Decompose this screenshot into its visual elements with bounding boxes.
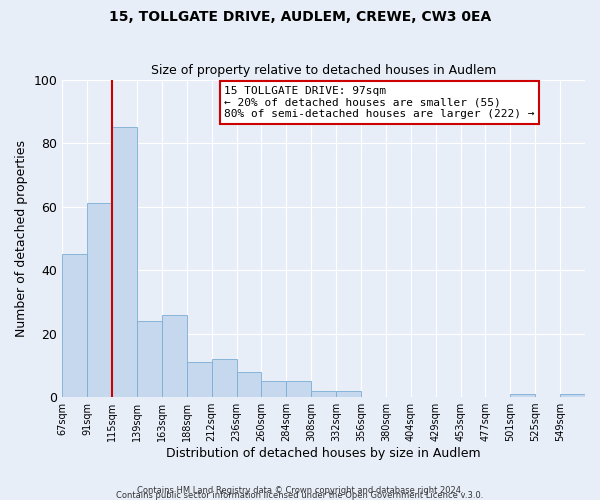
Text: Contains HM Land Registry data © Crown copyright and database right 2024.: Contains HM Land Registry data © Crown c… [137,486,463,495]
Text: 15, TOLLGATE DRIVE, AUDLEM, CREWE, CW3 0EA: 15, TOLLGATE DRIVE, AUDLEM, CREWE, CW3 0… [109,10,491,24]
Bar [137,321,162,397]
Bar [187,362,212,397]
Text: Contains public sector information licensed under the Open Government Licence v.: Contains public sector information licen… [116,491,484,500]
X-axis label: Distribution of detached houses by size in Audlem: Distribution of detached houses by size … [166,447,481,460]
Bar [236,372,262,397]
Text: 15 TOLLGATE DRIVE: 97sqm
← 20% of detached houses are smaller (55)
80% of semi-d: 15 TOLLGATE DRIVE: 97sqm ← 20% of detach… [224,86,535,119]
Bar [262,381,286,397]
Bar [87,204,112,397]
Y-axis label: Number of detached properties: Number of detached properties [15,140,28,337]
Bar [511,394,535,397]
Bar [560,394,585,397]
Bar [62,254,87,397]
Bar [311,390,336,397]
Bar [162,314,187,397]
Title: Size of property relative to detached houses in Audlem: Size of property relative to detached ho… [151,64,496,77]
Bar [112,127,137,397]
Bar [286,381,311,397]
Bar [212,359,236,397]
Bar [336,390,361,397]
